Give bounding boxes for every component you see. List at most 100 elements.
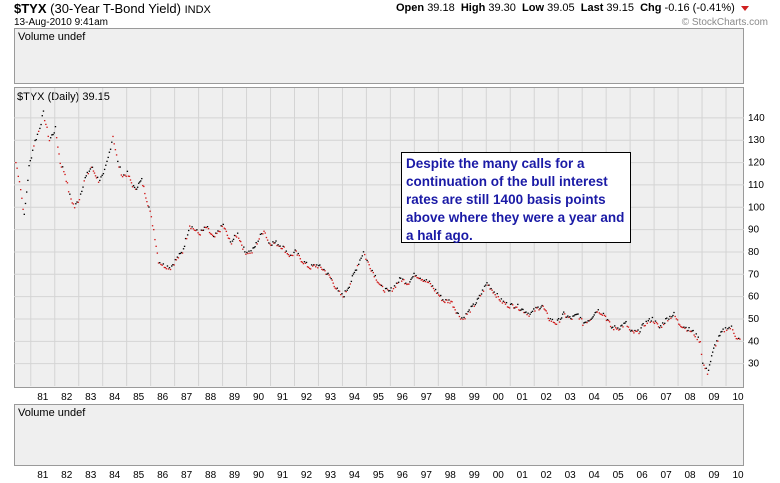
x-axis-bottom: 81 82 83 84 85 86 87 88 89 90 91 92 93 94 95 96 97 98 99 00… [37, 470, 744, 481]
x-tick-label-top: 90 [253, 392, 265, 403]
x-tick-label-bottom: 91 [277, 470, 289, 481]
x-tick-label-bottom: 83 [85, 470, 97, 481]
x-tick-label-bottom: 88 [205, 470, 217, 481]
x-tick-label-top: 84 [109, 392, 121, 403]
x-tick-label-bottom: 89 [229, 470, 241, 481]
x-tick-label-bottom: 08 [684, 470, 696, 481]
chart-header: $TYX (30-Year T-Bond Yield) INDX [14, 1, 211, 16]
down-arrow-icon [740, 5, 749, 11]
x-tick-label-top: 97 [421, 392, 433, 403]
x-tick-label-top: 86 [157, 392, 169, 403]
volume-panel-bottom: Volume undef [14, 404, 744, 466]
x-tick-label-bottom: 87 [181, 470, 193, 481]
y-tick-label: 110 [748, 180, 764, 191]
x-tick-label-top: 89 [229, 392, 241, 403]
x-tick-label-bottom: 86 [157, 470, 169, 481]
open-label: Open [396, 2, 425, 14]
low-value: 39.05 [547, 2, 575, 14]
volume-panel-top: Volume undef [14, 28, 744, 84]
x-tick-label-bottom: 81 [37, 470, 49, 481]
x-tick-label-top: 02 [541, 392, 553, 403]
chart-date: 13-Aug-2010 9:41am [14, 17, 108, 28]
y-tick-label: 140 [748, 113, 765, 124]
last-value: 39.15 [606, 2, 634, 14]
x-tick-label-top: 93 [325, 392, 337, 403]
x-tick-label-top: 94 [349, 392, 361, 403]
x-tick-label-bottom: 07 [661, 470, 673, 481]
x-tick-label-bottom: 85 [133, 470, 145, 481]
x-tick-label-top: 82 [61, 392, 73, 403]
watermark: © StockCharts.com [681, 17, 768, 28]
y-tick-label: 50 [748, 314, 760, 325]
y-tick-label: 130 [748, 135, 765, 146]
symbol: $TYX [14, 1, 47, 16]
x-tick-label-bottom: 98 [445, 470, 457, 481]
x-tick-label-bottom: 00 [493, 470, 505, 481]
x-tick-label-top: 87 [181, 392, 193, 403]
x-tick-label-top: 92 [301, 392, 313, 403]
x-tick-label-top: 00 [493, 392, 505, 403]
high-value: 39.30 [488, 2, 516, 14]
x-tick-label-top: 07 [661, 392, 673, 403]
open-value: 39.18 [427, 2, 455, 14]
symbol-name: (30-Year T-Bond Yield) [50, 1, 181, 16]
x-tick-label-bottom: 10 [732, 470, 744, 481]
x-tick-label-top: 81 [37, 392, 49, 403]
x-tick-label-bottom: 95 [373, 470, 385, 481]
high-label: High [460, 2, 486, 14]
x-tick-label-bottom: 96 [397, 470, 409, 481]
low-label: Low [522, 2, 545, 14]
quote-bar: Open 39.18 High 39.30 Low 39.05 Last 39.… [396, 2, 749, 14]
volume-bottom-label: Volume undef [18, 407, 86, 419]
x-tick-label-bottom: 02 [541, 470, 553, 481]
x-tick-label-bottom: 92 [301, 470, 313, 481]
annotation-box: Despite the many calls for a continuatio… [401, 152, 631, 243]
x-tick-label-top: 01 [517, 392, 529, 403]
y-tick-label: 90 [748, 225, 760, 236]
x-axis-top: 81 82 83 84 85 86 87 88 89 90 91 92 93 94 95 96 97 98 99 00… [37, 392, 744, 403]
x-tick-label-bottom: 06 [637, 470, 649, 481]
x-tick-label-bottom: 99 [469, 470, 481, 481]
y-tick-label: 80 [748, 247, 760, 258]
x-tick-label-bottom: 93 [325, 470, 337, 481]
volume-top-label: Volume undef [18, 31, 86, 43]
y-tick-label: 70 [748, 269, 760, 280]
x-tick-label-top: 99 [469, 392, 481, 403]
x-tick-label-top: 10 [732, 392, 744, 403]
y-tick-label: 30 [748, 359, 760, 370]
price-panel-label: $TYX (Daily) 39.15 [17, 91, 110, 103]
exchange: INDX [184, 4, 211, 16]
x-tick-label-top: 08 [684, 392, 696, 403]
y-axis: 30 40 50 60 70 80 90 100 110 120 130 140 [748, 113, 765, 370]
x-tick-label-top: 05 [613, 392, 625, 403]
x-tick-label-top: 83 [85, 392, 97, 403]
y-tick-label: 60 [748, 292, 760, 303]
x-tick-label-top: 06 [637, 392, 649, 403]
x-tick-label-bottom: 82 [61, 470, 73, 481]
x-tick-label-top: 04 [589, 392, 601, 403]
x-tick-label-top: 91 [277, 392, 289, 403]
x-tick-label-top: 98 [445, 392, 457, 403]
chg-label: Chg [640, 2, 662, 14]
x-tick-label-bottom: 94 [349, 470, 361, 481]
x-tick-label-top: 85 [133, 392, 145, 403]
x-tick-label-bottom: 84 [109, 470, 121, 481]
x-tick-label-bottom: 97 [421, 470, 433, 481]
x-tick-label-top: 95 [373, 392, 385, 403]
y-tick-label: 120 [748, 158, 765, 169]
y-tick-label: 40 [748, 336, 760, 347]
x-tick-label-top: 88 [205, 392, 217, 403]
x-tick-label-top: 96 [397, 392, 409, 403]
x-tick-label-bottom: 01 [517, 470, 529, 481]
x-tick-label-bottom: 90 [253, 470, 265, 481]
x-tick-label-bottom: 03 [565, 470, 577, 481]
y-tick-label: 100 [748, 202, 765, 213]
x-tick-label-top: 03 [565, 392, 577, 403]
x-tick-label-bottom: 05 [613, 470, 625, 481]
last-label: Last [580, 2, 604, 14]
x-tick-label-top: 09 [708, 392, 720, 403]
x-tick-label-bottom: 09 [708, 470, 720, 481]
chg-value: -0.16 (-0.41%) [664, 2, 735, 14]
price-series [15, 110, 741, 375]
